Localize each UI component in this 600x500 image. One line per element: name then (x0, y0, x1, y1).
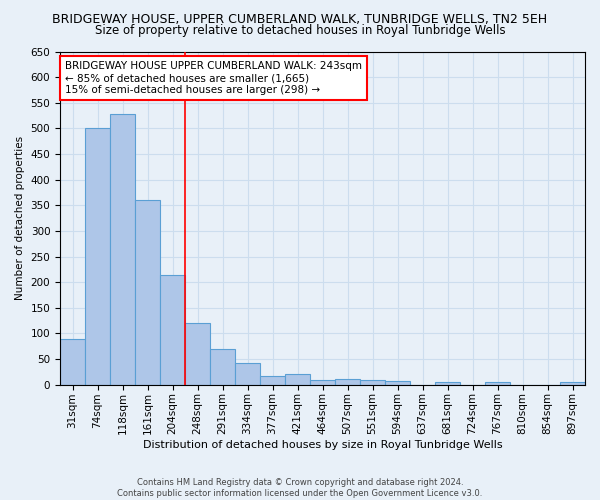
Bar (235, 363, 260, 384)
Bar (60, 338, 85, 384)
Text: BRIDGEWAY HOUSE UPPER CUMBERLAND WALK: 243sqm
← 85% of detached houses are small: BRIDGEWAY HOUSE UPPER CUMBERLAND WALK: 2… (65, 62, 362, 94)
Bar (435, 382, 460, 384)
Bar (360, 380, 385, 384)
Bar (210, 349, 235, 384)
Y-axis label: Number of detached properties: Number of detached properties (15, 136, 25, 300)
Text: Contains HM Land Registry data © Crown copyright and database right 2024.
Contai: Contains HM Land Registry data © Crown c… (118, 478, 482, 498)
Bar (485, 382, 510, 384)
Bar (385, 381, 410, 384)
Text: Size of property relative to detached houses in Royal Tunbridge Wells: Size of property relative to detached ho… (95, 24, 505, 37)
X-axis label: Distribution of detached houses by size in Royal Tunbridge Wells: Distribution of detached houses by size … (143, 440, 502, 450)
Bar (110, 114, 135, 384)
Bar (160, 276, 185, 384)
Bar (260, 376, 285, 384)
Bar (335, 378, 360, 384)
Bar (185, 323, 210, 384)
Bar (560, 382, 585, 384)
Bar (85, 128, 110, 384)
Text: BRIDGEWAY HOUSE, UPPER CUMBERLAND WALK, TUNBRIDGE WELLS, TN2 5EH: BRIDGEWAY HOUSE, UPPER CUMBERLAND WALK, … (52, 12, 548, 26)
Bar (310, 380, 335, 384)
Bar (285, 374, 310, 384)
Bar (135, 200, 160, 384)
